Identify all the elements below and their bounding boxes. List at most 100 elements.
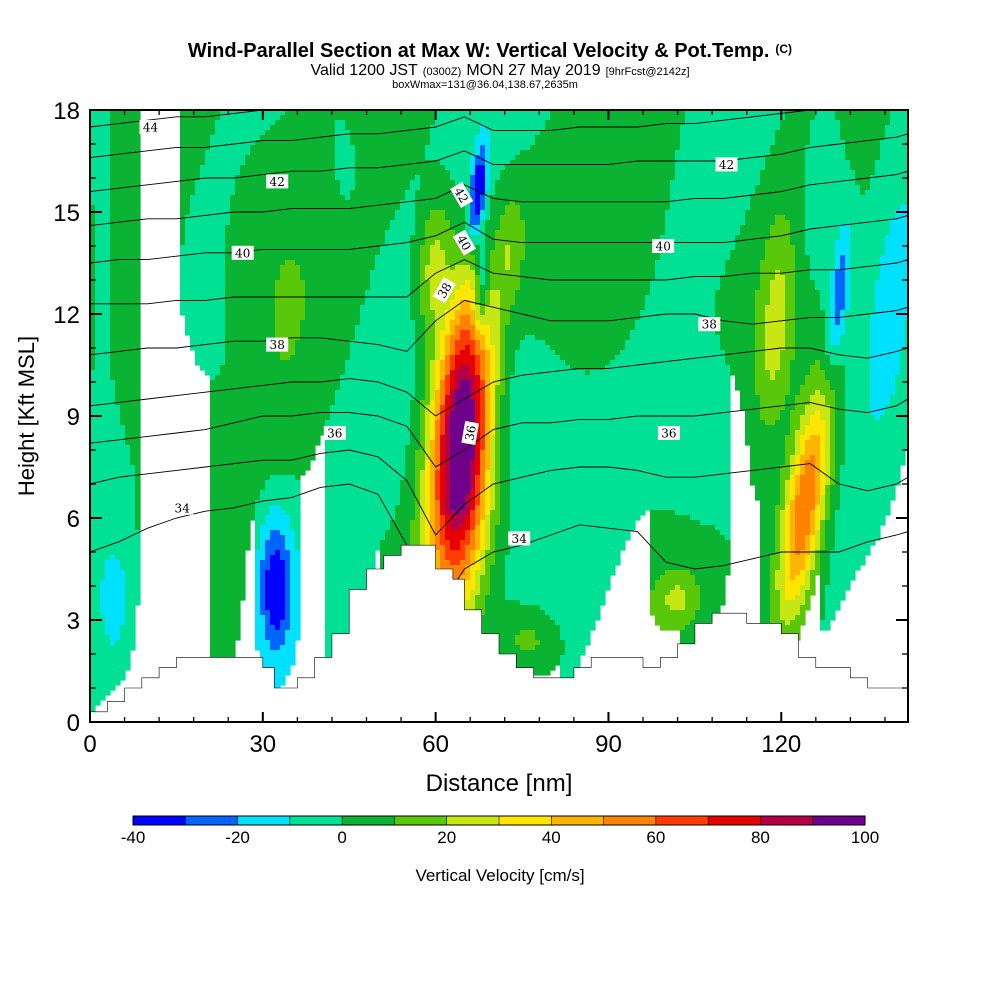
w-cell [460,540,466,561]
w-cell [760,110,766,171]
w-cell [360,110,366,306]
w-cell [205,110,211,151]
w-cell [295,265,301,341]
w-cell [680,570,686,591]
theta-contour-43 [90,110,814,159]
w-cell [720,535,726,606]
w-cell [445,310,451,336]
w-cell [830,550,836,621]
w-cell [505,555,511,601]
w-cell [110,555,116,646]
w-cell [815,435,821,506]
w-cell [475,330,481,341]
w-cell [860,110,866,196]
w-cell [465,495,471,516]
w-cell [520,630,526,651]
w-cell [895,210,901,376]
w-cell [585,375,591,646]
w-cell [815,290,821,361]
w-cell [350,110,356,146]
w-cell [680,590,686,611]
w-cell [235,175,241,641]
w-cell [275,120,281,281]
w-cell [495,525,501,666]
w-cell [845,110,851,161]
w-cell [445,395,451,416]
theta-label-text: 42 [451,185,471,205]
w-cell [130,465,136,651]
w-cell [285,260,291,361]
w-cell [195,180,201,366]
w-cell [265,515,271,541]
w-cell [605,365,611,591]
w-cell [315,110,321,446]
w-cell [505,205,511,246]
w-cell [215,375,221,701]
w-cell [485,350,491,471]
colorbar-tick-label: -20 [225,828,250,847]
theta-label-bg [715,157,738,172]
w-cell [445,335,451,356]
w-cell [775,570,781,591]
colorbar-tick-label: -40 [121,828,146,847]
w-cell [495,290,501,386]
w-cell [750,110,756,196]
w-cell [450,335,456,356]
w-cell [440,330,446,361]
w-cell [485,515,491,551]
w-cell [390,520,396,566]
w-cell [500,395,506,666]
w-cell [340,120,346,196]
w-cell [815,550,821,576]
w-cell [390,110,396,221]
w-cell [775,130,781,216]
w-cell [285,475,291,516]
w-cell [295,340,301,481]
w-cell [835,240,841,271]
w-cell [450,410,456,511]
terrain-layer [90,544,908,722]
colorbar-swatch [446,816,500,825]
w-cell [520,150,526,221]
w-cell [445,375,451,396]
w-cell [480,380,486,451]
w-cell [790,110,796,246]
w-cell [810,365,816,396]
w-cell [110,645,116,691]
theta-label-text: 38 [435,280,455,300]
w-cell [405,190,411,446]
w-cell [460,510,466,526]
w-cell [810,435,816,456]
w-cell [815,110,821,291]
w-cell [655,260,661,511]
w-cell [260,135,266,491]
w-cell [375,110,381,256]
w-cell [840,335,846,366]
w-cell [325,110,331,421]
w-cell [615,355,621,566]
w-cell [280,265,286,361]
w-cell [650,590,656,616]
w-cell [495,110,501,181]
w-cell [525,650,531,676]
w-cell [470,375,476,401]
theta-contour-37 [90,347,908,417]
w-cell [240,110,246,166]
w-cell [410,235,416,321]
w-cell [445,355,451,376]
w-cell [530,110,536,146]
w-cell [490,290,496,346]
w-cell [765,305,771,371]
w-cell [880,255,886,416]
w-cell [635,320,641,521]
theta-label-text: 36 [327,427,342,441]
w-cell [875,160,881,281]
w-cell [725,540,731,576]
w-cell [810,395,816,416]
w-cell [275,280,281,351]
w-cell [435,470,441,501]
w-cell [670,510,676,571]
w-cell [715,110,721,291]
w-cell [505,245,511,271]
w-cell [270,555,276,626]
